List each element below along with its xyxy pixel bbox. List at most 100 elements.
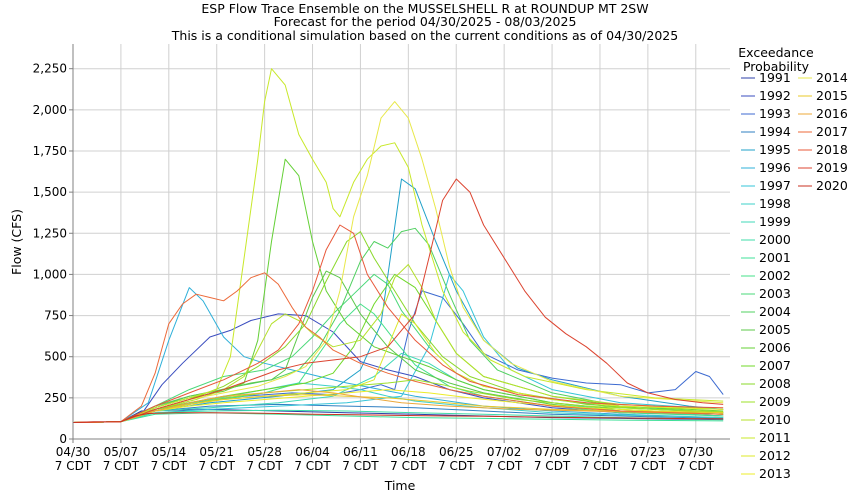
legend-label-1995: 1995 — [759, 142, 791, 157]
series-line-2018 — [72, 224, 724, 423]
x-tick-sublabel: 7 CDT — [103, 459, 140, 473]
chart-title: ESP Flow Trace Ensemble on the MUSSELSHE… — [171, 1, 678, 43]
x-tick-label: 05/14 — [152, 445, 187, 459]
y-tick-label: 250 — [44, 391, 67, 405]
legend-label-2008: 2008 — [759, 376, 791, 391]
legend-items: 1991 1992 1993 1994 1995 1996 1997 1998 1999 2000… — [741, 70, 848, 481]
series-line-2005 — [72, 270, 724, 423]
x-tick-sublabel: 7 CDT — [534, 459, 571, 473]
x-tick-sublabel: 7 CDT — [438, 459, 475, 473]
series-line-2014 — [72, 101, 724, 423]
x-tick-sublabel: 7 CDT — [294, 459, 331, 473]
y-axis-label: Flow (CFS) — [9, 209, 24, 275]
x-tick-label: 06/18 — [391, 445, 426, 459]
legend-label-2019: 2019 — [816, 160, 848, 175]
legend-label-2004: 2004 — [759, 304, 791, 319]
y-tick-label: 1,250 — [33, 226, 67, 240]
y-tick-label: 0 — [59, 432, 67, 446]
x-tick-sublabel: 7 CDT — [678, 459, 715, 473]
legend-label-2009: 2009 — [759, 394, 791, 409]
y-tick-label: 2,250 — [33, 62, 67, 76]
legend-label-2018: 2018 — [816, 142, 848, 157]
legend-label-2011: 2011 — [759, 430, 791, 445]
legend-label-2015: 2015 — [816, 88, 848, 103]
legend-label-1996: 1996 — [759, 160, 791, 175]
legend-label-2000: 2000 — [759, 232, 791, 247]
legend-label-1991: 1991 — [759, 70, 791, 85]
series-line-2020 — [72, 412, 724, 423]
x-tick-label: 06/25 — [439, 445, 474, 459]
legend-label-2002: 2002 — [759, 268, 791, 283]
x-tick-sublabel: 7 CDT — [151, 459, 188, 473]
legend-label-1999: 1999 — [759, 214, 791, 229]
title-line-1: ESP Flow Trace Ensemble on the MUSSELSHE… — [201, 1, 648, 16]
series-line-2019 — [72, 178, 724, 423]
legend-label-2005: 2005 — [759, 322, 791, 337]
x-tick-label: 06/04 — [295, 445, 330, 459]
x-tick-label: 06/11 — [343, 445, 378, 459]
y-tick-label: 750 — [44, 309, 67, 323]
legend-label-2014: 2014 — [816, 70, 848, 85]
title-line-3: This is a conditional simulation based o… — [171, 28, 678, 43]
legend-label-2007: 2007 — [759, 358, 791, 373]
legend: Exceedance Probability 19911992199319941… — [738, 45, 848, 481]
legend-label-1994: 1994 — [759, 124, 791, 139]
series-line-2013 — [72, 389, 724, 423]
legend-label-1992: 1992 — [759, 88, 791, 103]
x-tick-label: 05/21 — [199, 445, 234, 459]
legend-label-2006: 2006 — [759, 340, 791, 355]
legend-label-2017: 2017 — [816, 124, 848, 139]
legend-label-2016: 2016 — [816, 106, 848, 121]
y-tick-label: 2,000 — [33, 103, 67, 117]
x-tick-label: 05/28 — [247, 445, 282, 459]
legend-title-2: Probability — [743, 59, 810, 74]
series-line-2001 — [72, 412, 724, 423]
series-line-2017 — [72, 272, 724, 423]
plot-area — [73, 44, 730, 439]
x-axis-label: Time — [384, 478, 416, 493]
legend-label-2020: 2020 — [816, 178, 848, 193]
y-tick-label: 500 — [44, 350, 67, 364]
x-tick-label: 07/23 — [631, 445, 666, 459]
y-tick-label: 1,000 — [33, 267, 67, 281]
y-tick-label: 1,750 — [33, 144, 67, 158]
x-tick-sublabel: 7 CDT — [582, 459, 619, 473]
legend-label-1993: 1993 — [759, 106, 791, 121]
legend-title-1: Exceedance — [738, 45, 814, 60]
legend-label-2001: 2001 — [759, 250, 791, 265]
series-lines — [72, 68, 724, 423]
legend-label-2003: 2003 — [759, 286, 791, 301]
series-line-2010 — [72, 264, 724, 423]
x-tick-label: 05/07 — [104, 445, 139, 459]
series-line-2000 — [72, 409, 724, 423]
x-tick-label: 04/30 — [56, 445, 91, 459]
x-tick-sublabel: 7 CDT — [486, 459, 523, 473]
x-tick-label: 07/16 — [583, 445, 618, 459]
y-axis-ticks: 0 250 500 750 1,000 1,250 1,500 1,750 2,000 2,250 — [33, 62, 73, 446]
series-line-1991 — [72, 408, 724, 423]
series-line-1992 — [72, 313, 724, 423]
x-tick-sublabel: 7 CDT — [246, 459, 283, 473]
title-line-2: Forecast for the period 04/30/2025 - 08/… — [274, 14, 577, 29]
x-tick-label: 07/02 — [487, 445, 522, 459]
x-tick-sublabel: 7 CDT — [630, 459, 667, 473]
series-line-2008 — [72, 231, 724, 423]
legend-label-2013: 2013 — [759, 466, 791, 481]
series-line-1995 — [72, 178, 724, 423]
y-tick-label: 1,500 — [33, 185, 67, 199]
series-line-2011 — [72, 68, 724, 423]
gridlines — [73, 44, 730, 439]
legend-label-2012: 2012 — [759, 448, 791, 463]
legend-label-1998: 1998 — [759, 196, 791, 211]
legend-label-1997: 1997 — [759, 178, 791, 193]
legend-label-2010: 2010 — [759, 412, 791, 427]
x-tick-sublabel: 7 CDT — [342, 459, 379, 473]
x-tick-sublabel: 7 CDT — [199, 459, 236, 473]
series-line-2016 — [72, 389, 724, 423]
x-tick-label: 07/30 — [678, 445, 713, 459]
x-tick-label: 07/09 — [535, 445, 570, 459]
x-tick-sublabel: 7 CDT — [390, 459, 427, 473]
x-tick-sublabel: 7 CDT — [55, 459, 92, 473]
